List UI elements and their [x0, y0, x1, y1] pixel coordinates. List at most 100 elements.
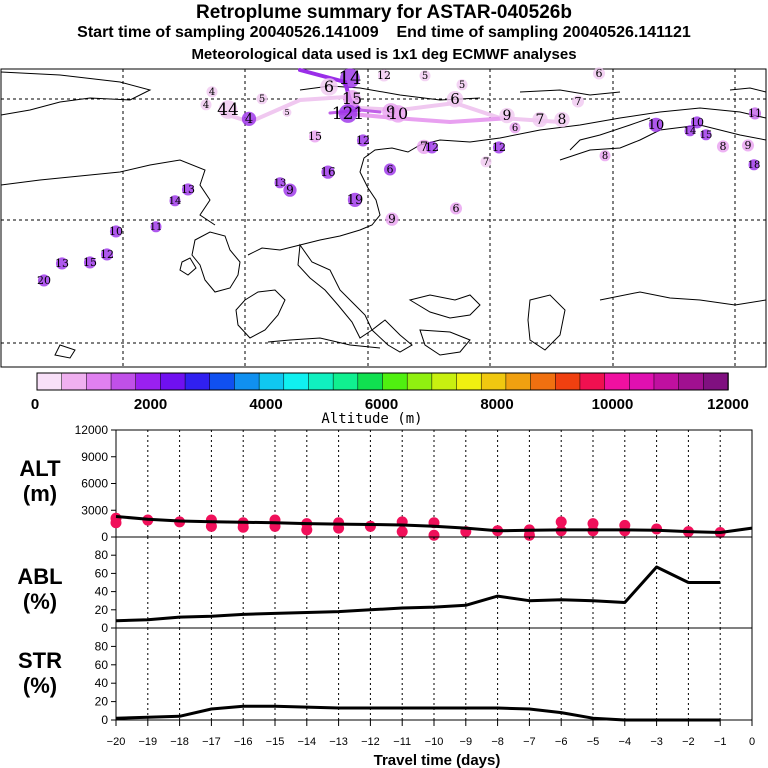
x-tick-label: −6	[555, 736, 568, 748]
plume-label: 9	[388, 212, 396, 226]
colorbar-cell	[160, 372, 186, 391]
x-tick-label: −20	[107, 736, 126, 748]
x-tick-label: −11	[393, 736, 411, 748]
plume-label: 9	[286, 183, 294, 197]
plume-marker	[419, 70, 431, 82]
plume-label: 11	[748, 107, 762, 120]
plume-marker	[343, 90, 361, 108]
plume-label: 14	[684, 126, 697, 137]
colorbar-tick-label: 2000	[134, 396, 167, 413]
x-tick-label: −18	[170, 736, 189, 748]
x-tick-label: −10	[425, 736, 444, 748]
colorbar-cell	[480, 372, 507, 391]
x-tick-label: −3	[650, 736, 663, 748]
plume-label: 4	[203, 100, 209, 111]
colorbar-cell	[555, 372, 581, 391]
plume-label: 8	[720, 140, 727, 153]
y-tick-label: 20	[95, 603, 109, 617]
plume-marker	[83, 256, 97, 269]
colorbar-cell	[258, 372, 285, 391]
plume-label: 6	[512, 123, 518, 134]
alt-dot	[110, 517, 122, 529]
plume-label: 11	[150, 222, 163, 233]
plume-marker	[592, 67, 606, 80]
x-tick-label: −4	[619, 736, 632, 748]
colorbar-tick-label: 4000	[249, 396, 282, 413]
plume-marker	[338, 104, 358, 123]
plume-label: 15	[308, 130, 322, 143]
alt-dot	[205, 514, 217, 526]
colorbar-cells	[36, 372, 729, 391]
plume-label: 10	[388, 104, 408, 123]
plume-label: 7	[483, 157, 489, 168]
colorbar-cell	[283, 372, 310, 391]
coastlines	[0, 71, 767, 359]
y-tick-label: 60	[95, 566, 109, 580]
plume-label: 4	[245, 112, 253, 127]
plume-marker	[492, 141, 506, 154]
y-tick-label: 12000	[75, 423, 109, 437]
plume-marker	[321, 165, 335, 179]
plume-marker	[748, 159, 760, 171]
plume-marker	[37, 274, 51, 287]
colorbar-cell	[653, 372, 680, 391]
plume-label: 6	[596, 67, 603, 80]
plume-label: 15	[342, 89, 362, 108]
x-tick-label: −13	[329, 736, 348, 748]
plume-marker	[532, 111, 548, 128]
plume-marker	[256, 93, 268, 105]
colorbar-cell	[36, 372, 63, 391]
colorbar-cell	[86, 372, 112, 391]
plume-marker	[356, 134, 370, 147]
colorbar-cell	[209, 372, 236, 391]
x-tick-label: −5	[587, 736, 600, 748]
y-tick-label: 9000	[81, 450, 108, 464]
y-tick-label: 0	[101, 713, 108, 727]
plume-marker	[200, 99, 212, 111]
x-tick-label: −1	[714, 736, 727, 748]
colorbar-cell	[530, 372, 556, 391]
colorbar-tick-label: 12000	[707, 396, 749, 413]
plume-label: 14	[339, 68, 362, 89]
alt-dot	[428, 529, 440, 541]
plume-label: 12	[356, 134, 370, 147]
colorbar-cell	[234, 372, 260, 391]
colorbar-cell	[678, 372, 705, 391]
plume-marker	[55, 257, 69, 270]
plume-label: 10	[648, 118, 665, 133]
altitude-colorbar: 0 2000 4000 6000 8000 10000 12000 Altitude (m)	[31, 372, 749, 427]
alt-mean-line	[115, 515, 753, 534]
plume-marker	[599, 150, 611, 162]
abl-line	[115, 565, 721, 623]
plume-label: 19	[347, 193, 364, 208]
colorbar-cell	[110, 372, 137, 391]
x-tick-label: −7	[523, 736, 536, 748]
y-tick-label: 40	[95, 676, 109, 690]
met-data-label: Meteorological data used is 1x1 deg ECMW…	[191, 46, 577, 63]
y-tick-label: 80	[95, 639, 109, 653]
str-line	[115, 704, 721, 722]
plume-label: 12	[100, 248, 114, 261]
plume-label: 15	[83, 256, 97, 269]
x-tick-label: −15	[266, 736, 285, 748]
abl-ylabel-unit: (%)	[23, 589, 57, 614]
colorbar-tick-labels: 0 2000 4000 6000 8000 10000 12000	[31, 396, 749, 413]
plume-label: 10	[690, 116, 704, 129]
x-tick-label: −19	[138, 736, 157, 748]
plume-label: 14	[169, 196, 182, 207]
plume-label: 10	[109, 225, 123, 238]
colorbar-cell	[135, 372, 162, 391]
plume-marker	[347, 192, 363, 207]
end-time-label: End time of sampling 20040526.141121	[396, 24, 691, 41]
colorbar-tick-label: 10000	[592, 396, 634, 413]
plume-marker	[150, 221, 162, 233]
plume-marker	[340, 68, 360, 89]
str-ylabel: STR	[18, 648, 62, 673]
plume-marker	[385, 212, 399, 226]
colorbar-frame	[36, 372, 729, 391]
y-tick-label: 6000	[81, 477, 108, 491]
plume-marker	[690, 116, 704, 129]
alt-ylabel: ALT	[19, 456, 61, 481]
